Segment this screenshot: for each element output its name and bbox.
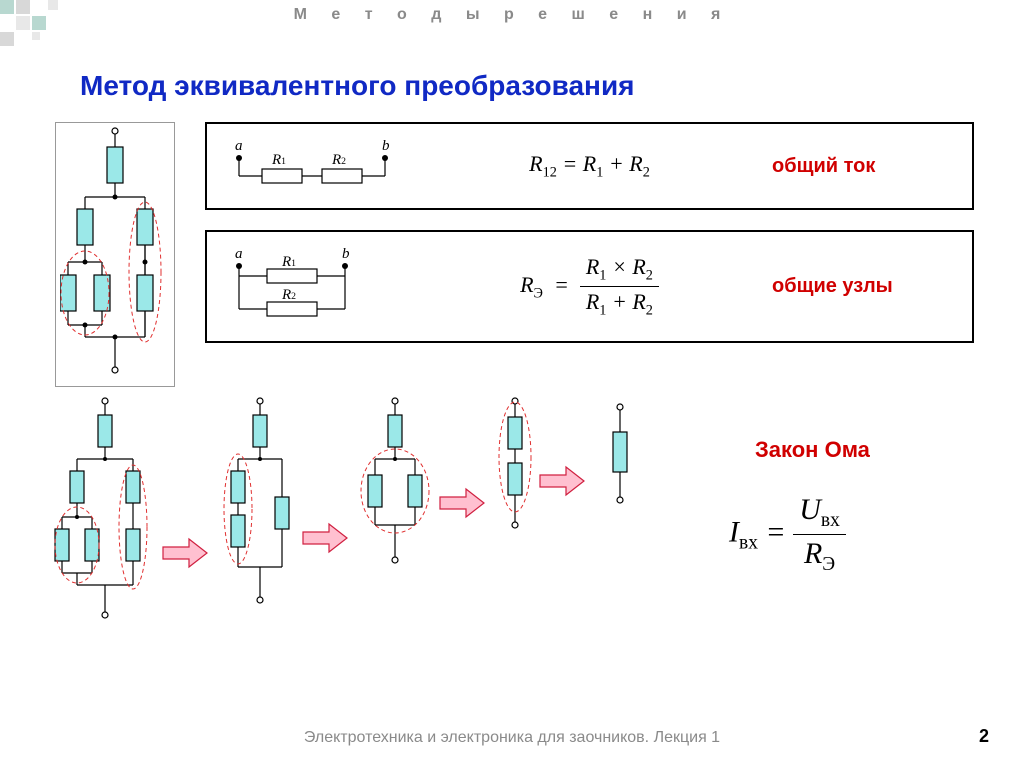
reduction-steps	[45, 397, 685, 647]
node-a: a	[235, 138, 243, 154]
node-a: a	[235, 246, 243, 262]
ohm-equation: Iвх = Uвх RЭ	[705, 493, 870, 576]
node-b: b	[342, 246, 350, 262]
footer-text: Электротехника и электроника для заочник…	[0, 729, 1024, 747]
parallel-label: общие узлы	[772, 275, 952, 298]
page-number: 2	[979, 726, 989, 747]
parallel-box: a b R1 R2 RЭ =	[205, 230, 974, 343]
corner-decoration	[0, 0, 80, 60]
ohm-title: Закон Ома	[755, 437, 870, 463]
header-breadcrumb: М е т о д ы р е ш е н и я	[0, 0, 1024, 30]
formula-boxes: a b R1 R2 R12 = R1 + R2	[205, 122, 974, 363]
svg-text:R1: R1	[281, 254, 296, 270]
svg-text:R2: R2	[331, 152, 346, 168]
series-label: общий ток	[772, 155, 952, 178]
reduction-steps-row: Закон Ома Iвх = Uвх RЭ	[0, 397, 1024, 647]
ohm-block: Закон Ома Iвх = Uвх RЭ	[705, 437, 870, 647]
series-box: a b R1 R2 R12 = R1 + R2	[205, 122, 974, 210]
svg-text:R1: R1	[271, 152, 286, 168]
page-title: Метод эквивалентного преобразования	[80, 70, 1024, 102]
source-circuit	[55, 122, 175, 387]
series-schematic: a b R1 R2	[227, 136, 407, 196]
series-equation: R12 = R1 + R2	[407, 151, 772, 181]
parallel-equation: RЭ = R1 × R2 R1 + R2	[407, 254, 772, 320]
parallel-schematic: a b R1 R2	[227, 244, 407, 329]
upper-row: a b R1 R2 R12 = R1 + R2	[0, 122, 1024, 387]
svg-text:R2: R2	[281, 287, 296, 303]
node-b: b	[382, 138, 390, 154]
